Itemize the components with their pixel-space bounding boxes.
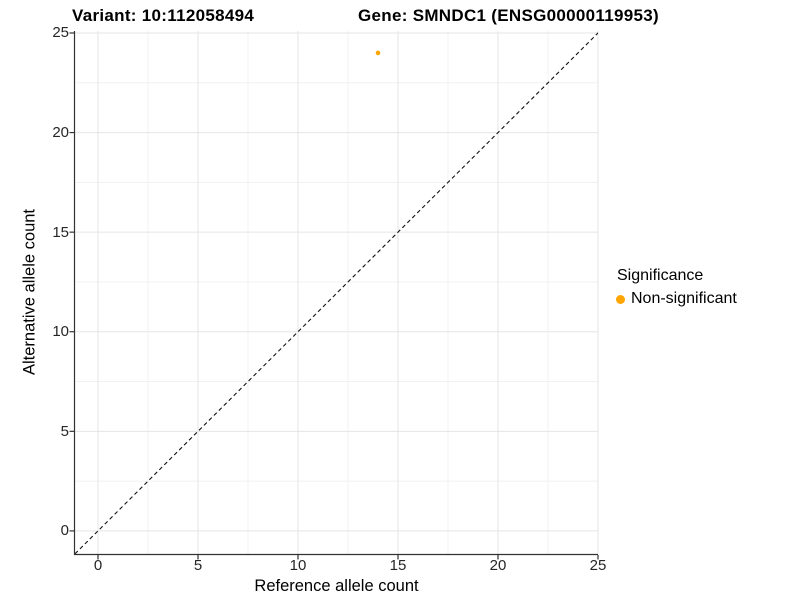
x-tick-label: 25 bbox=[589, 557, 607, 574]
panel-background bbox=[75, 31, 598, 554]
y-tick-label: 10 bbox=[52, 323, 69, 341]
x-tick-label: 20 bbox=[489, 557, 507, 574]
x-axis-title: Reference allele count bbox=[254, 577, 419, 595]
x-tick-label: 5 bbox=[193, 557, 203, 574]
x-tick-label: 15 bbox=[389, 557, 407, 574]
data-point bbox=[375, 50, 381, 56]
x-tick-label: 0 bbox=[93, 557, 103, 574]
y-tick-label: 15 bbox=[52, 223, 69, 241]
y-tick-label: 5 bbox=[60, 422, 69, 440]
identity-line bbox=[75, 32, 598, 554]
plot-title-gene: Gene: SMNDC1 (ENSG00000119953) bbox=[358, 6, 659, 25]
plot-title-variant: Variant: 10:112058494 bbox=[72, 6, 255, 25]
legend-point-icon bbox=[616, 294, 625, 304]
x-tick-label: 10 bbox=[289, 557, 307, 574]
legend-entry-label: Non-significant bbox=[631, 290, 737, 307]
y-tick-label: 25 bbox=[52, 24, 69, 42]
y-tick-label: 0 bbox=[60, 522, 69, 540]
y-tick-label: 20 bbox=[52, 124, 69, 142]
legend: Significance Non-significant bbox=[613, 266, 737, 309]
legend-title: Significance bbox=[617, 267, 704, 284]
y-axis-title: Alternative allele count bbox=[20, 208, 39, 376]
legend-entry: Non-significant bbox=[613, 289, 737, 309]
